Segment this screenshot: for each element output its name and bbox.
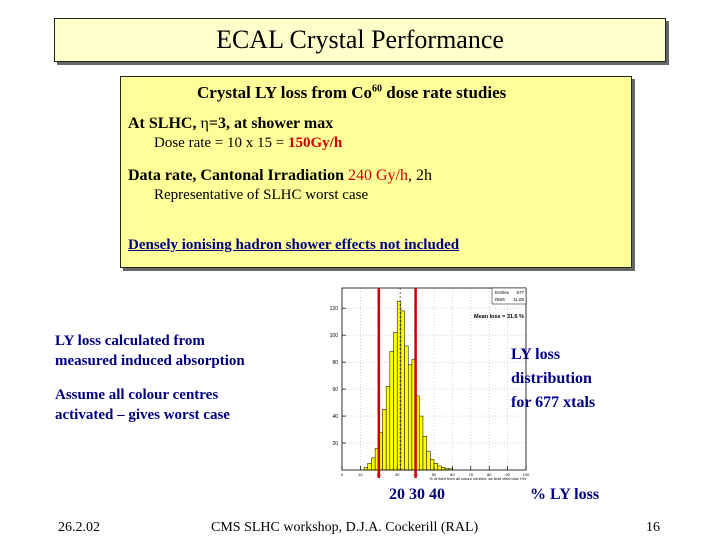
stats-entries-label: Entries bbox=[495, 290, 510, 295]
x-tick-label: 90 bbox=[505, 472, 510, 477]
stats-entries-value: 677 bbox=[516, 290, 524, 295]
x-tick-label: 50 bbox=[432, 472, 437, 477]
note-colour-centres: Assume all colour centres activated – giv… bbox=[55, 387, 230, 423]
histogram-bar bbox=[422, 436, 427, 471]
ly-loss-histogram: 120100806040200102030405060708090100% of… bbox=[312, 280, 532, 480]
histogram-bar bbox=[430, 458, 435, 471]
box-line-slhc: At SLHC, η=3, at shower max bbox=[128, 115, 334, 132]
stats-box bbox=[491, 287, 527, 305]
slide-title: ECAL Crystal Performance bbox=[54, 18, 666, 62]
histogram-bar bbox=[371, 457, 376, 471]
note-ly-loss-calc: LY loss calculated from measured induced … bbox=[55, 333, 245, 369]
histogram-bar bbox=[426, 450, 431, 471]
histogram-bar bbox=[382, 409, 387, 471]
axis-ticks-label: 20 30 40 bbox=[389, 486, 445, 503]
y-tick-label: 40 bbox=[332, 414, 338, 420]
footer-page-number: 16 bbox=[646, 520, 660, 535]
stats-rms-value: 11.05 bbox=[513, 297, 524, 302]
x-tick-label: 70 bbox=[469, 472, 474, 477]
x-axis-label: % of light from all colour centres, as l… bbox=[429, 476, 526, 480]
x-tick-label: 10 bbox=[358, 472, 363, 477]
histogram-bar bbox=[389, 351, 394, 471]
x-tick-label: 30 bbox=[395, 472, 400, 477]
histogram-bar bbox=[407, 364, 413, 471]
stats-rms-label: RMS bbox=[495, 297, 505, 302]
x-tick-label: 100 bbox=[523, 472, 530, 477]
histogram-bar bbox=[367, 463, 372, 471]
histogram-bar bbox=[433, 463, 438, 471]
footer-date: 26.2.02 bbox=[58, 520, 100, 535]
y-tick-label: 80 bbox=[332, 360, 338, 366]
histogram-bar bbox=[385, 386, 391, 471]
histogram-bar bbox=[441, 467, 446, 471]
box-line-representative: Representative of SLHC worst case bbox=[154, 187, 369, 203]
box-line-data-rate: Data rate, Cantonal Irradiation 240 Gy/h… bbox=[128, 167, 432, 184]
y-tick-label: 120 bbox=[330, 306, 339, 312]
histogram-bar bbox=[363, 467, 369, 471]
histogram-bar bbox=[437, 465, 442, 471]
box-heading: Crystal LY loss from Co60 dose rate stud… bbox=[197, 83, 507, 102]
histogram-bar bbox=[404, 345, 409, 471]
summary-box: Crystal LY loss from Co60 dose rate stud… bbox=[120, 76, 632, 268]
y-tick-label: 60 bbox=[332, 387, 338, 393]
axis-unit-label: % LY loss bbox=[530, 486, 600, 503]
histogram-bar bbox=[393, 332, 398, 471]
y-tick-label: 20 bbox=[332, 441, 338, 447]
x-tick-label: 80 bbox=[487, 472, 492, 477]
note-distribution: LY loss distribution for 677 xtals bbox=[511, 346, 596, 411]
histogram-bar bbox=[400, 310, 405, 471]
x-tick-label: 0 bbox=[341, 472, 344, 477]
footer-workshop: CMS SLHC workshop, D.J.A. Cockerill (RAL… bbox=[211, 520, 479, 535]
x-tick-label: 60 bbox=[450, 472, 455, 477]
box-line-dose-rate: Dose rate = 10 x 15 = 150Gy/h bbox=[154, 135, 343, 151]
box-line-densely: Densely ionising hadron shower effects n… bbox=[128, 237, 460, 253]
histogram-bar bbox=[419, 415, 424, 471]
stats-mean-label: Mean loss = 31.6 % bbox=[474, 314, 524, 320]
y-tick-label: 100 bbox=[330, 333, 339, 339]
